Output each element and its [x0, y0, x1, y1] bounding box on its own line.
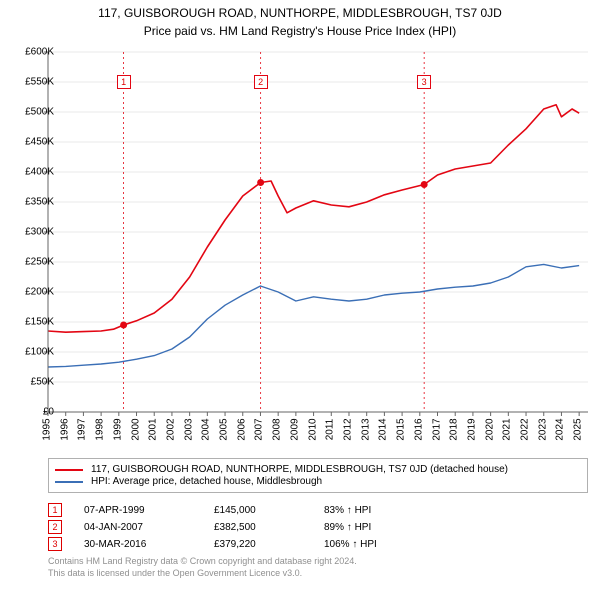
legend-swatch-2	[55, 481, 83, 483]
x-tick-label: 2003	[183, 418, 194, 440]
chart-subtitle: Price paid vs. HM Land Registry's House …	[0, 24, 600, 38]
sales-marker-3: 3	[48, 537, 62, 551]
x-tick-label: 2018	[449, 418, 460, 440]
sale-marker-box: 2	[254, 75, 268, 89]
x-tick-label: 1998	[95, 418, 106, 440]
y-tick-label: £400K	[25, 167, 54, 178]
sales-marker-2: 2	[48, 520, 62, 534]
footer-attribution: Contains HM Land Registry data © Crown c…	[48, 556, 588, 579]
x-tick-label: 2007	[254, 418, 265, 440]
sales-price-3: £379,220	[214, 539, 324, 550]
address-title: 117, GUISBOROUGH ROAD, NUNTHORPE, MIDDLE…	[0, 6, 600, 20]
sales-pct-1: 83% ↑ HPI	[324, 505, 371, 516]
sale-marker-box: 1	[117, 75, 131, 89]
x-tick-label: 2023	[537, 418, 548, 440]
x-tick-label: 2001	[148, 418, 159, 440]
x-tick-label: 2024	[555, 418, 566, 440]
sales-row-1: 1 07-APR-1999 £145,000 83% ↑ HPI	[48, 503, 588, 517]
sales-pct-3: 106% ↑ HPI	[324, 539, 377, 550]
x-tick-label: 2014	[378, 418, 389, 440]
x-tick-label: 1995	[42, 418, 53, 440]
sales-row-2: 2 04-JAN-2007 £382,500 89% ↑ HPI	[48, 520, 588, 534]
chart-svg	[48, 52, 588, 412]
x-tick-label: 2012	[343, 418, 354, 440]
x-tick-label: 2011	[325, 419, 336, 441]
sale-marker-box: 3	[417, 75, 431, 89]
x-tick-label: 2017	[431, 418, 442, 440]
x-tick-label: 1997	[77, 418, 88, 440]
x-tick-label: 2021	[502, 418, 513, 440]
y-tick-label: £350K	[25, 197, 54, 208]
y-tick-label: £450K	[25, 137, 54, 148]
x-tick-label: 2005	[219, 418, 230, 440]
y-tick-label: £300K	[25, 227, 54, 238]
y-tick-label: £50K	[31, 377, 54, 388]
sales-row-3: 3 30-MAR-2016 £379,220 106% ↑ HPI	[48, 537, 588, 551]
sales-table: 1 07-APR-1999 £145,000 83% ↑ HPI 2 04-JA…	[48, 500, 588, 554]
x-tick-label: 2020	[484, 418, 495, 440]
sales-date-3: 30-MAR-2016	[84, 539, 214, 550]
y-tick-label: £250K	[25, 257, 54, 268]
x-tick-label: 2022	[520, 418, 531, 440]
y-tick-label: £600K	[25, 47, 54, 58]
x-tick-label: 2019	[467, 418, 478, 440]
legend-row-2: HPI: Average price, detached house, Midd…	[55, 476, 581, 487]
sales-price-1: £145,000	[214, 505, 324, 516]
x-tick-label: 2000	[130, 418, 141, 440]
x-tick-label: 2025	[573, 418, 584, 440]
x-tick-label: 2002	[166, 418, 177, 440]
x-tick-label: 2010	[307, 418, 318, 440]
y-tick-label: £500K	[25, 107, 54, 118]
x-tick-label: 2015	[396, 418, 407, 440]
legend-box: 117, GUISBOROUGH ROAD, NUNTHORPE, MIDDLE…	[48, 458, 588, 493]
footer-line-2: This data is licensed under the Open Gov…	[48, 568, 588, 580]
legend-label-2: HPI: Average price, detached house, Midd…	[91, 476, 322, 487]
sales-date-1: 07-APR-1999	[84, 505, 214, 516]
y-tick-label: £150K	[25, 317, 54, 328]
sales-marker-1: 1	[48, 503, 62, 517]
x-tick-label: 2016	[413, 418, 424, 440]
chart-container: 117, GUISBOROUGH ROAD, NUNTHORPE, MIDDLE…	[0, 0, 600, 590]
footer-line-1: Contains HM Land Registry data © Crown c…	[48, 556, 588, 568]
sales-price-2: £382,500	[214, 522, 324, 533]
x-tick-label: 2004	[201, 418, 212, 440]
title-block: 117, GUISBOROUGH ROAD, NUNTHORPE, MIDDLE…	[0, 0, 600, 38]
sales-pct-2: 89% ↑ HPI	[324, 522, 371, 533]
x-tick-label: 2009	[289, 418, 300, 440]
legend-label-1: 117, GUISBOROUGH ROAD, NUNTHORPE, MIDDLE…	[91, 464, 508, 475]
x-tick-label: 2008	[272, 418, 283, 440]
y-tick-label: £100K	[25, 347, 54, 358]
x-tick-label: 1996	[59, 418, 70, 440]
chart-plot-area	[48, 52, 588, 412]
sales-date-2: 04-JAN-2007	[84, 522, 214, 533]
x-tick-label: 1999	[112, 418, 123, 440]
y-tick-label: £200K	[25, 287, 54, 298]
y-tick-label: £550K	[25, 77, 54, 88]
y-tick-label: £0	[43, 407, 54, 418]
legend-row-1: 117, GUISBOROUGH ROAD, NUNTHORPE, MIDDLE…	[55, 464, 581, 475]
x-tick-label: 2013	[360, 418, 371, 440]
x-tick-label: 2006	[236, 418, 247, 440]
legend-swatch-1	[55, 469, 83, 471]
